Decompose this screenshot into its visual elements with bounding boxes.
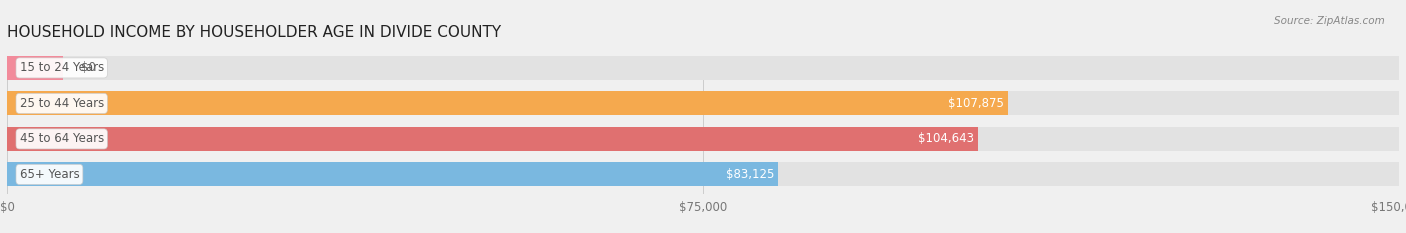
Text: 25 to 44 Years: 25 to 44 Years xyxy=(20,97,104,110)
Bar xyxy=(7,162,1399,186)
Text: $0: $0 xyxy=(80,62,96,74)
Text: 65+ Years: 65+ Years xyxy=(20,168,79,181)
Bar xyxy=(7,56,63,80)
Text: $107,875: $107,875 xyxy=(948,97,1004,110)
Text: $83,125: $83,125 xyxy=(725,168,775,181)
Text: $104,643: $104,643 xyxy=(918,132,974,145)
Text: 45 to 64 Years: 45 to 64 Years xyxy=(20,132,104,145)
Text: HOUSEHOLD INCOME BY HOUSEHOLDER AGE IN DIVIDE COUNTY: HOUSEHOLD INCOME BY HOUSEHOLDER AGE IN D… xyxy=(7,25,501,40)
Text: 15 to 24 Years: 15 to 24 Years xyxy=(20,62,104,74)
Text: Source: ZipAtlas.com: Source: ZipAtlas.com xyxy=(1274,16,1385,26)
Bar xyxy=(7,56,1399,80)
Bar xyxy=(7,162,779,186)
Bar xyxy=(7,91,1399,116)
Bar xyxy=(7,127,1399,151)
Bar xyxy=(7,91,1008,116)
Bar xyxy=(7,127,979,151)
